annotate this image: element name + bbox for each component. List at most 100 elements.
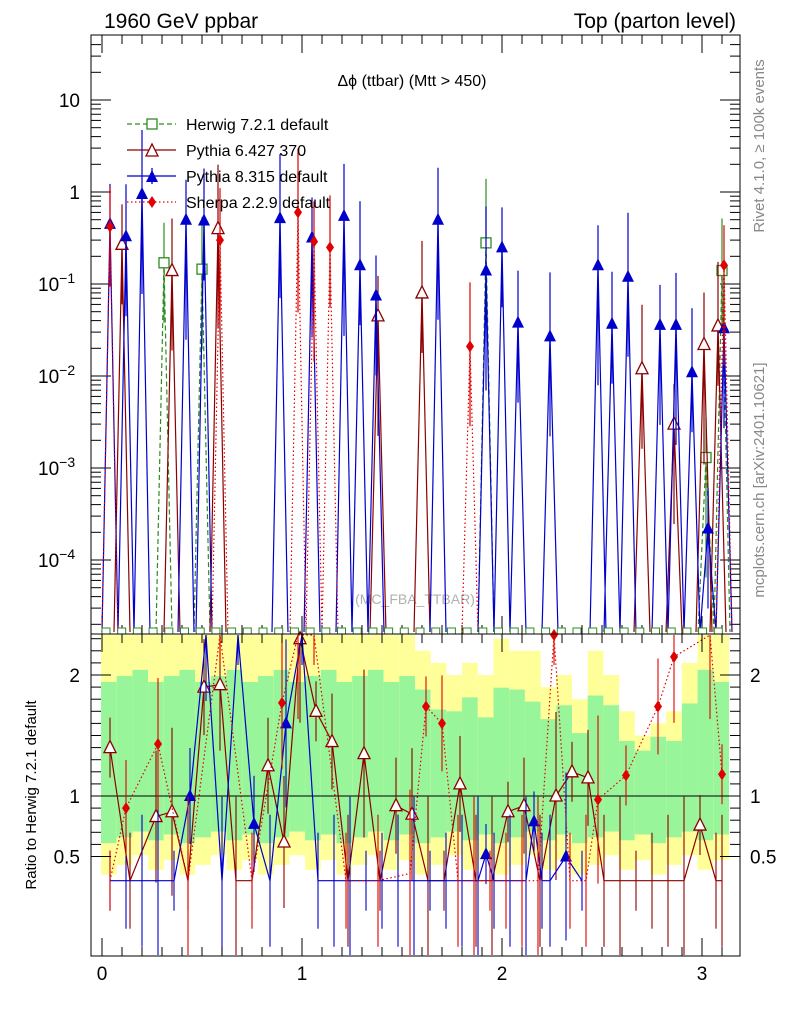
herwig-floor-marker	[337, 627, 346, 635]
legend: Herwig 7.2.1 default Pythia 6.427 370 Py…	[127, 117, 331, 212]
ratio-point	[500, 803, 516, 818]
ratio-band-green	[367, 669, 384, 832]
legend-pythia8: Pythia 8.315 default	[127, 168, 328, 186]
main-point	[164, 262, 180, 277]
sherpa-legend-marker	[148, 196, 156, 208]
ratio-band-green	[399, 675, 415, 835]
ratio-xtick-label: 0	[97, 964, 108, 985]
herwig-floor-marker	[211, 627, 221, 635]
sherpa-legend-label: Sherpa 2.2.9 default	[186, 195, 331, 212]
herwig-floor-marker	[289, 627, 299, 635]
main-point	[592, 258, 604, 271]
ratio-point	[692, 816, 708, 831]
herwig-floor-marker	[588, 627, 598, 635]
ratio-band-green	[572, 733, 588, 844]
herwig-floor-marker	[494, 627, 503, 635]
herwig-floor-marker	[509, 627, 519, 635]
herwig-floor-marker	[666, 627, 676, 635]
ratio-series-2	[109, 629, 726, 955]
main-point	[326, 241, 334, 254]
main-ytick-label: 10−1	[38, 270, 75, 296]
main-series-1	[113, 164, 727, 633]
ratio-point	[154, 737, 162, 750]
ratio-xtick-label: 3	[697, 964, 708, 985]
herwig-floor-marker	[415, 627, 425, 635]
pythia8-legend-marker	[146, 170, 158, 182]
ratio-data-marks	[102, 629, 726, 955]
ratio-band-green	[650, 736, 667, 844]
ratio-point	[324, 733, 340, 748]
ratio-point	[516, 797, 532, 812]
ratio-point	[280, 716, 292, 729]
legend-pythia6: Pythia 6.427 370	[127, 142, 306, 160]
ratio-band-green	[603, 705, 620, 832]
herwig-floor-marker	[274, 627, 284, 635]
ratio-band-green	[540, 719, 557, 841]
herwig-legend-marker	[146, 118, 158, 130]
header-process-label: Top (parton level)	[574, 10, 736, 33]
main-series-3	[101, 148, 733, 633]
main-data-marks	[101, 130, 733, 635]
herwig-floor-marker	[446, 627, 456, 635]
herwig-floor-marker	[462, 627, 472, 635]
herwig-floor-marker	[180, 627, 189, 635]
ratio-band-green	[666, 740, 682, 838]
ratio-point	[438, 717, 446, 730]
ratio-point	[184, 789, 196, 801]
main-series-line	[101, 212, 733, 633]
herwig-floor-marker	[635, 627, 645, 635]
ratio-band-green	[289, 681, 306, 832]
main-ytick-label: 10	[59, 91, 80, 112]
main-point	[354, 258, 366, 271]
ratio-point	[564, 763, 580, 778]
ratio-ytick-label-right: 0.5	[750, 848, 776, 869]
herwig-floor-marker	[603, 627, 613, 635]
ratio-ytick-label: 1	[69, 787, 80, 808]
main-point	[274, 211, 286, 224]
main-point	[338, 208, 350, 221]
main-point	[686, 365, 698, 378]
ratio-uncertainty-bands	[101, 635, 729, 875]
herwig-floor-marker	[352, 627, 362, 635]
herwig-floor-marker	[399, 627, 409, 635]
ratio-band-green	[446, 711, 463, 832]
main-point	[106, 220, 114, 233]
herwig-floor-marker	[556, 627, 566, 635]
herwig-floor-marker	[713, 627, 723, 635]
pythia8-legend-label: Pythia 8.315 default	[186, 169, 328, 186]
herwig-floor-marker	[101, 627, 111, 635]
main-point	[720, 259, 728, 272]
ratio-band-green	[258, 675, 274, 844]
main-point	[670, 317, 682, 330]
ratio-point	[212, 676, 228, 691]
main-point	[622, 269, 634, 282]
main-series-0	[155, 178, 731, 633]
ratio-point	[356, 745, 372, 760]
herwig-floor-marker	[195, 627, 205, 635]
main-point	[180, 212, 192, 225]
ratio-point	[148, 808, 164, 823]
ratio-point	[560, 849, 572, 862]
ratio-band-green	[305, 675, 321, 841]
ratio-xtick-label: 2	[497, 964, 508, 985]
main-series-line	[101, 194, 733, 633]
ratio-band-green	[462, 697, 478, 841]
ratio-frame	[90, 633, 741, 957]
ratio-band-green	[634, 750, 651, 835]
ratio-xtick-label: 1	[297, 964, 308, 985]
herwig-floor-marker	[651, 627, 660, 635]
main-point	[158, 257, 170, 269]
ratio-point	[594, 793, 602, 806]
ratio-point	[102, 739, 118, 754]
ratio-point	[422, 700, 430, 713]
herwig-floor-marker	[227, 627, 237, 635]
ratio-ytick-label: 2	[69, 666, 80, 687]
herwig-floor-markers	[101, 627, 723, 635]
ratio-band-green	[101, 681, 117, 844]
main-point	[114, 235, 130, 250]
rivet-version-label: Rivet 4.1.0, ≥ 100k events	[751, 59, 768, 232]
main-point	[414, 284, 430, 299]
mcplots-label: mcplots.cern.ch [arXiv:2401.10621]	[751, 362, 768, 597]
ratio-band-green	[132, 669, 149, 832]
